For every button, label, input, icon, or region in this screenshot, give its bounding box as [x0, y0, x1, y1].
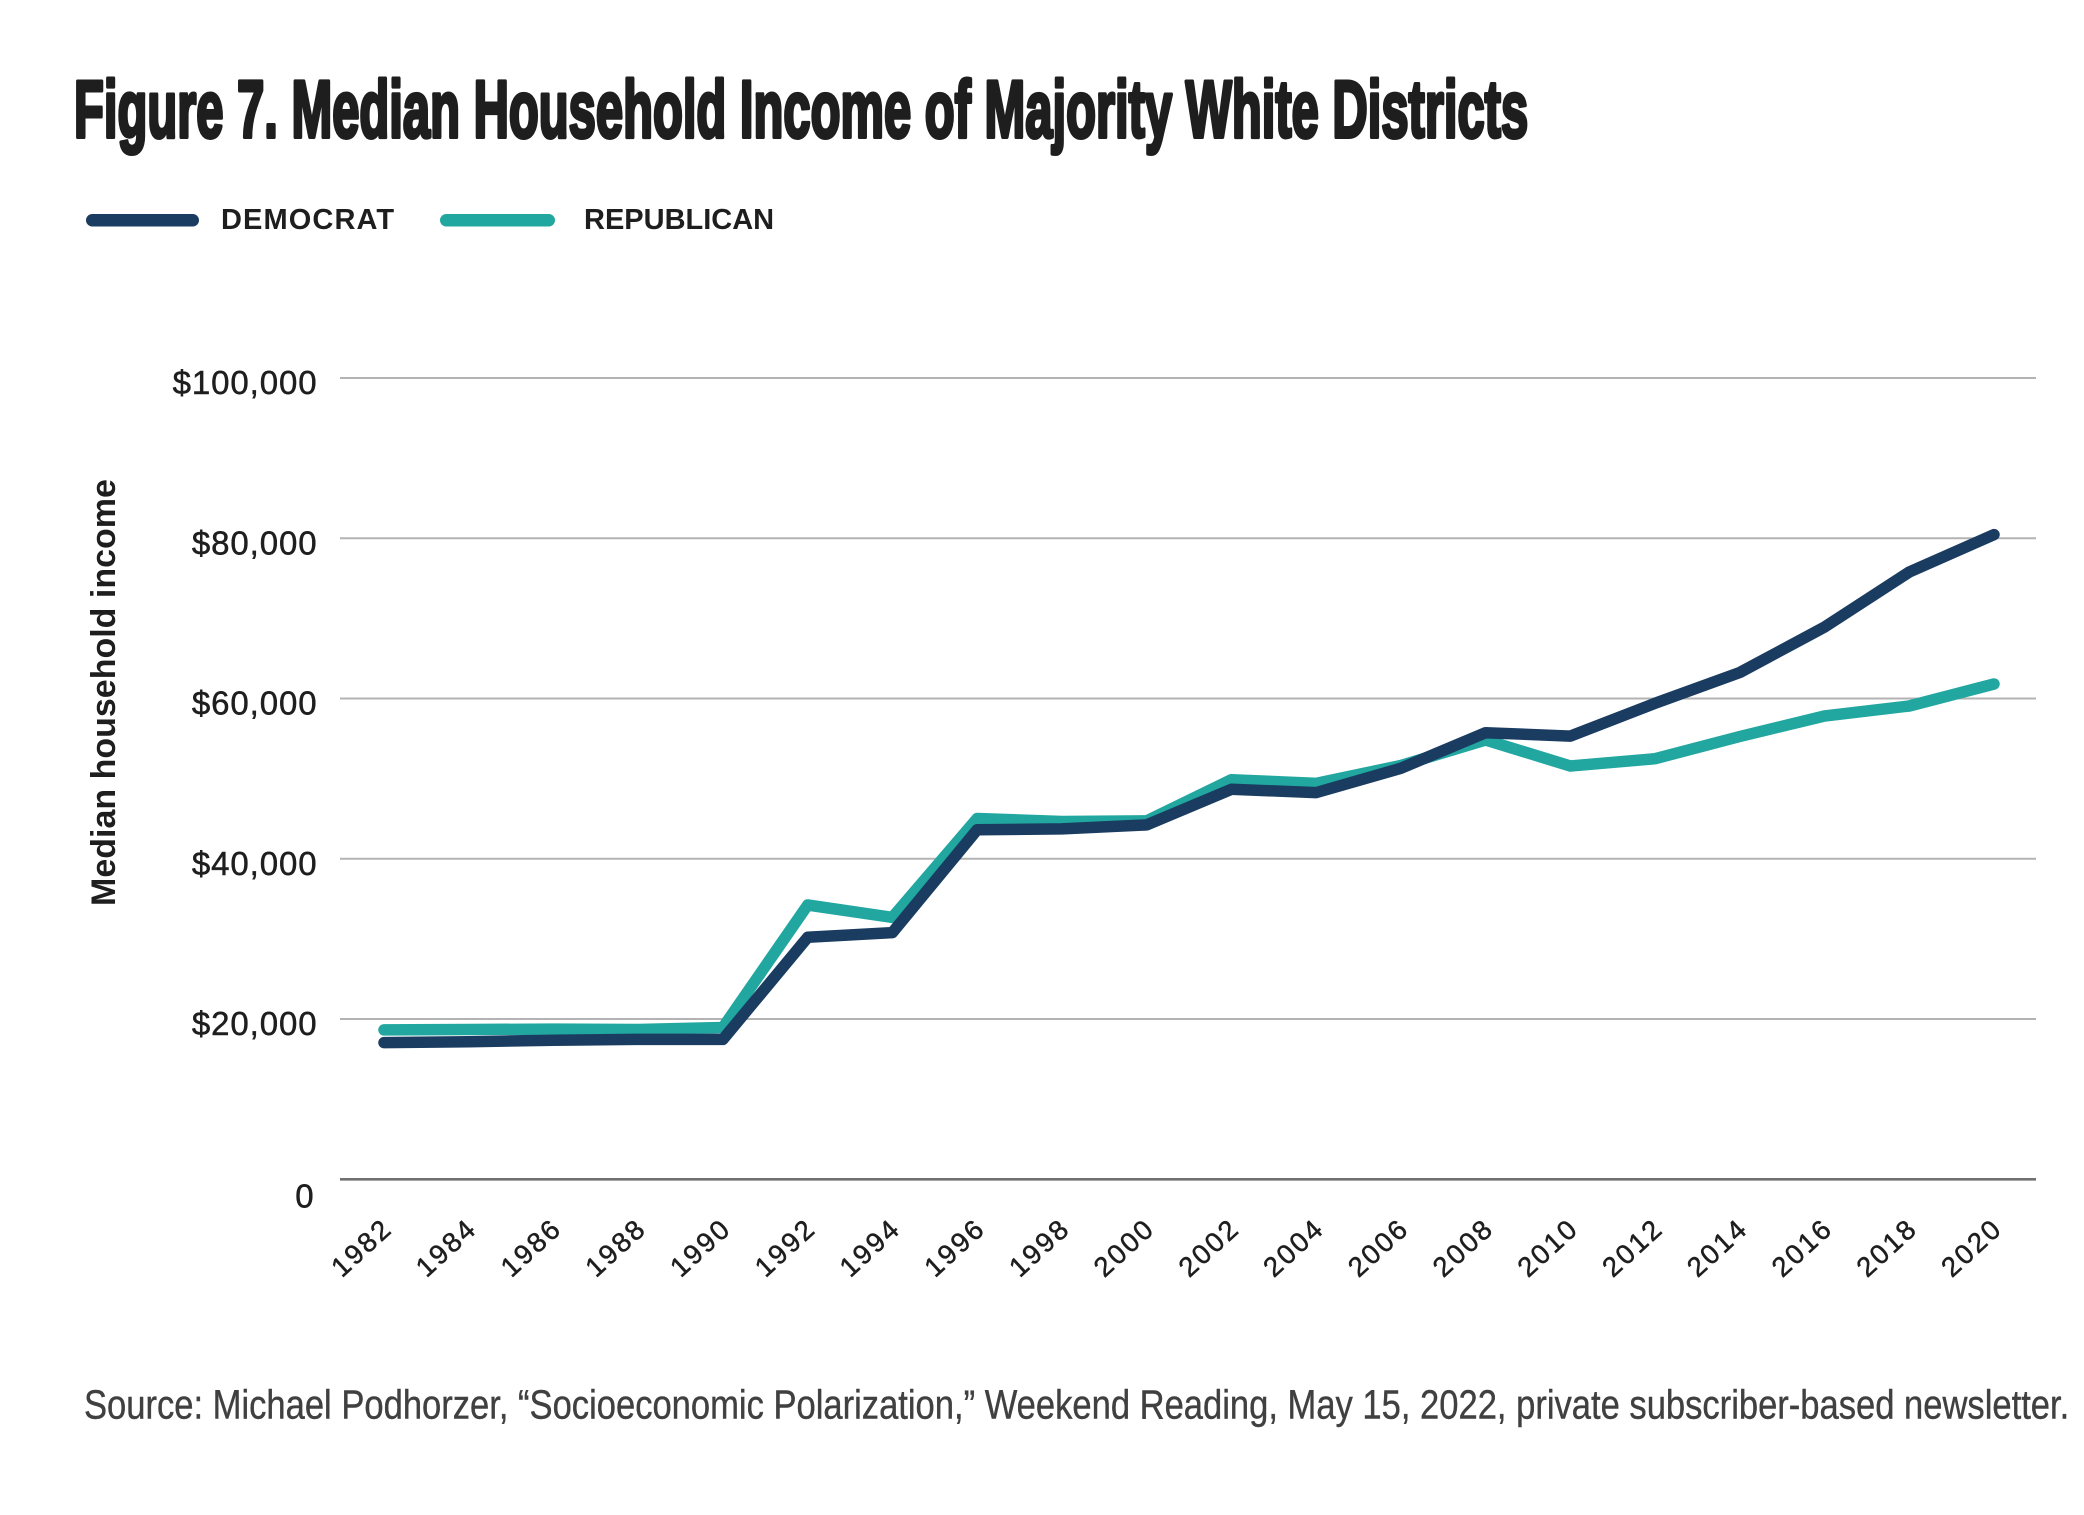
svg-text:0: 0 — [295, 1178, 314, 1215]
svg-text:$60,000: $60,000 — [192, 685, 318, 722]
svg-text:$40,000: $40,000 — [192, 845, 318, 882]
svg-text:REPUBLICAN: REPUBLICAN — [584, 204, 774, 236]
svg-text:Figure 7. Median Household Inc: Figure 7. Median Household Income of Maj… — [74, 64, 1528, 155]
svg-text:$100,000: $100,000 — [173, 364, 318, 401]
svg-text:$80,000: $80,000 — [192, 524, 318, 561]
svg-text:Median household income: Median household income — [85, 479, 123, 906]
svg-text:$20,000: $20,000 — [192, 1005, 318, 1042]
svg-text:Source: Michael Podhorzer, “So: Source: Michael Podhorzer, “Socioeconomi… — [84, 1383, 2069, 1428]
svg-text:DEMOCRAT: DEMOCRAT — [221, 204, 395, 236]
